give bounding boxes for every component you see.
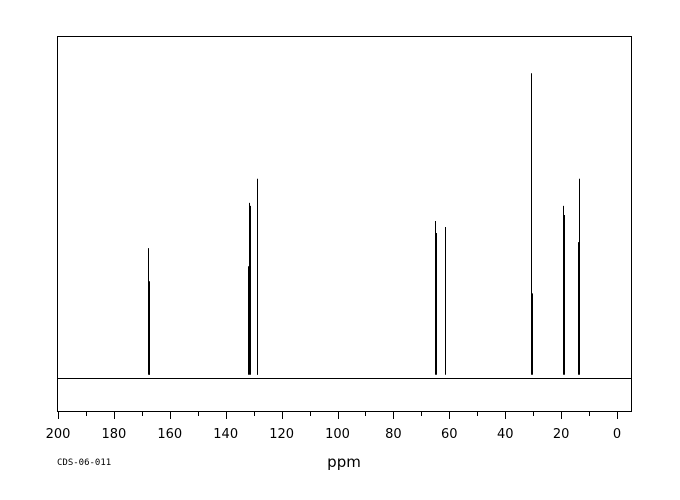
tick-label-0: 0: [613, 427, 621, 442]
x-axis-ticks: 200 180 160 140 120 100 80 60 40 20 0: [46, 411, 621, 442]
tick-label-100: 100: [325, 427, 350, 442]
spectrum-code-label: CDS-06-011: [57, 458, 111, 468]
tick-label-140: 140: [213, 427, 238, 442]
tick-label-160: 160: [157, 427, 182, 442]
tick-label-20: 20: [553, 427, 570, 442]
tick-label-40: 40: [497, 427, 514, 442]
tick-label-60: 60: [441, 427, 458, 442]
peak-group: [148, 73, 580, 375]
x-axis-label: ppm: [327, 453, 361, 471]
tick-label-180: 180: [101, 427, 126, 442]
tick-label-80: 80: [385, 427, 402, 442]
plot-frame: [57, 36, 632, 412]
tick-label-120: 120: [269, 427, 294, 442]
tick-label-200: 200: [46, 427, 71, 442]
